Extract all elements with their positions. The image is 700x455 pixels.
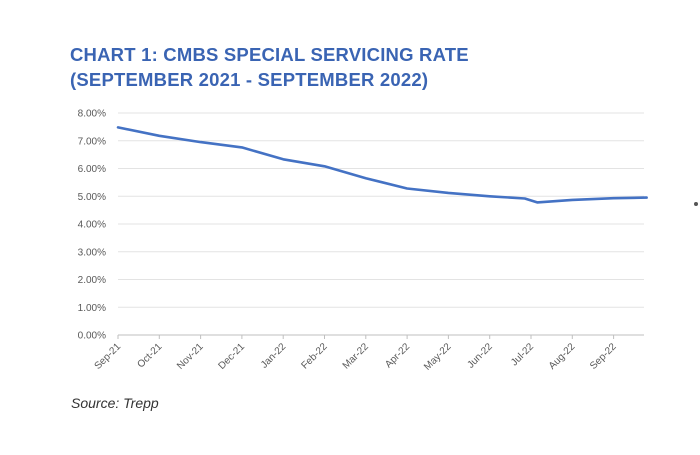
- chart-title: CHART 1: CMBS SPECIAL SERVICING RATE (SE…: [70, 42, 469, 92]
- x-tick-label: Oct-21: [135, 341, 164, 370]
- x-tick-label: Feb-22: [299, 341, 329, 371]
- y-tick-label: 3.00%: [78, 247, 106, 258]
- x-tick-label: Dec-21: [216, 341, 247, 372]
- x-tick-label: Jan-22: [259, 341, 289, 371]
- x-tick-label: May-22: [422, 341, 454, 373]
- y-axis-tick-labels: 0.00% 1.00% 2.00% 3.00% 4.00% 5.00% 6.00% 7.00%…: [78, 109, 106, 342]
- y-tick-label: 0.00%: [78, 331, 106, 342]
- series-line-0: [116, 126, 648, 204]
- series-group: [116, 126, 648, 204]
- x-tick-label: Sep-22: [588, 341, 619, 372]
- source-note: Source: Trepp: [71, 395, 159, 411]
- y-tick-label: 5.00%: [78, 192, 106, 203]
- x-tick-label: Nov-21: [175, 341, 206, 372]
- chart-title-line-2: (SEPTEMBER 2021 - SEPTEMBER 2022): [70, 69, 429, 90]
- x-axis-tick-labels: Sep-21 Oct-21 Nov-21 Dec-21 Jan-22 Feb-22 Mar-…: [93, 335, 619, 373]
- x-tick-label: Mar-22: [341, 341, 371, 371]
- y-tick-label: 1.00%: [78, 303, 106, 314]
- stray-mark: [694, 202, 698, 206]
- gridlines: [118, 112, 644, 336]
- x-tick-label: Aug-22: [547, 341, 578, 372]
- y-tick-label: 4.00%: [78, 220, 106, 231]
- x-tick-label: Jul-22: [509, 341, 536, 368]
- chart-title-line-1: CHART 1: CMBS SPECIAL SERVICING RATE: [70, 44, 469, 65]
- x-tick-label: Sep-21: [93, 341, 124, 372]
- x-tick-label: Apr-22: [383, 341, 412, 370]
- y-tick-label: 6.00%: [78, 164, 106, 175]
- y-tick-label: 2.00%: [78, 275, 106, 286]
- y-tick-label: 8.00%: [78, 109, 106, 120]
- x-tick-label: Jun-22: [465, 341, 495, 371]
- y-tick-label: 7.00%: [78, 136, 106, 147]
